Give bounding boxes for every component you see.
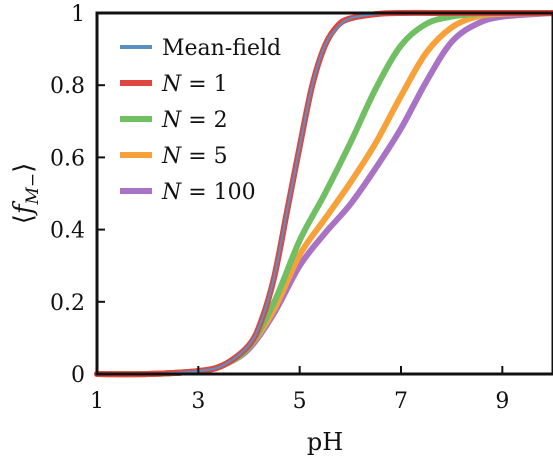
y-tick-label: 0 bbox=[71, 363, 85, 388]
ticks-layer: 1 3 5 7 9 0 0.2 0.4 0.6 0.8 1 bbox=[50, 2, 509, 414]
y-tick-label: 0.4 bbox=[50, 219, 85, 244]
legend: Mean-field N = 1 N = 2 N = 5 N = 100 bbox=[120, 36, 281, 205]
x-tick-label: 9 bbox=[495, 389, 509, 414]
y-tick-label: 1 bbox=[71, 2, 85, 27]
legend-label: N = 5 bbox=[161, 144, 228, 169]
legend-label: N = 1 bbox=[161, 72, 228, 97]
plot-frame bbox=[95, 11, 553, 376]
legend-label: Mean-field bbox=[162, 36, 281, 61]
y-tick-label: 0.8 bbox=[50, 74, 85, 99]
legend-label: N = 2 bbox=[161, 108, 228, 133]
y-tick-label: 0.2 bbox=[50, 291, 85, 316]
x-axis-label: pH bbox=[307, 428, 343, 456]
y-axis-label-text: ⟨fM−⟩ bbox=[9, 163, 43, 225]
y-tick-label: 0.6 bbox=[50, 146, 85, 171]
legend-label: N = 100 bbox=[161, 180, 256, 205]
x-tick-label: 3 bbox=[191, 389, 205, 414]
y-axis-label: ⟨fM−⟩ bbox=[9, 163, 43, 225]
x-tick-label: 7 bbox=[394, 389, 408, 414]
x-tick-label: 5 bbox=[293, 389, 307, 414]
x-tick-label: 1 bbox=[90, 389, 104, 414]
